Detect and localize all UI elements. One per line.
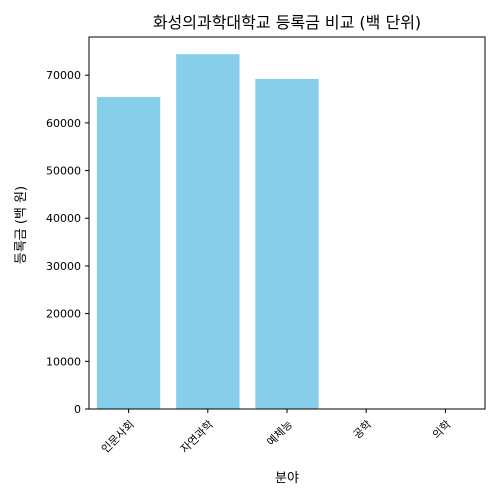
x-tick-label-4: 의학 xyxy=(430,418,454,442)
x-tick-label-1: 자연과학 xyxy=(178,418,216,456)
y-tick-label-2: 20000 xyxy=(46,308,81,321)
bar-1 xyxy=(176,54,240,410)
chart-title: 화성의과학대학교 등록금 비교 (백 단위) xyxy=(153,13,421,32)
x-axis-label: 분야 xyxy=(275,471,299,486)
y-tick-label-6: 60000 xyxy=(46,117,81,130)
x-tick-label-3: 공학 xyxy=(351,418,375,442)
y-tick-label-4: 40000 xyxy=(46,212,81,225)
x-tick-label-0: 인문사회 xyxy=(99,418,137,456)
y-tick-label-3: 30000 xyxy=(46,260,81,273)
y-tick-label-7: 70000 xyxy=(46,69,81,82)
plot-area: 0 10000 20000 30000 40000 50000 60000 70000 인문사회… xyxy=(46,36,486,456)
bar-0 xyxy=(96,97,161,409)
y-tick-label-5: 50000 xyxy=(46,165,81,178)
x-tick-label-2: 예체능 xyxy=(264,418,295,449)
bar-2 xyxy=(255,78,319,409)
y-tick-label-0: 0 xyxy=(74,403,81,416)
y-tick-label-1: 10000 xyxy=(46,355,81,368)
y-axis-label: 등록금 (백 원) xyxy=(14,186,29,264)
